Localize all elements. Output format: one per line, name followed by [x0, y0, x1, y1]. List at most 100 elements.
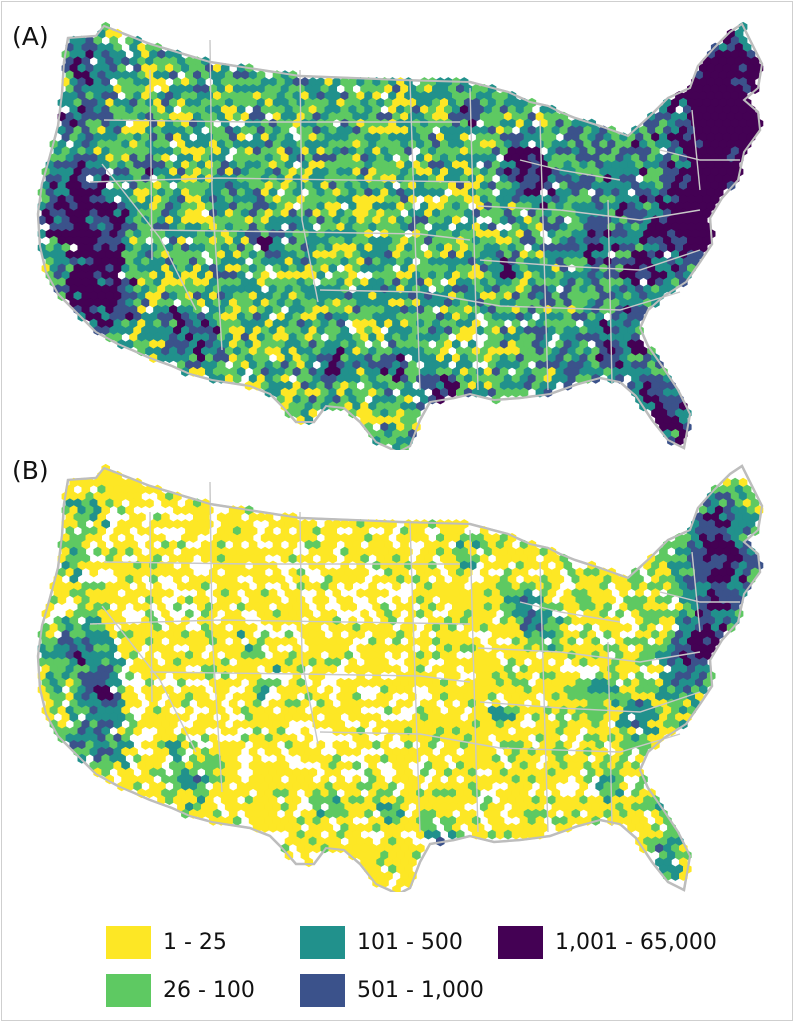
hex-cell — [380, 118, 389, 129]
hex-cell — [635, 380, 644, 391]
hex-cell — [73, 153, 83, 163]
hex-cell — [352, 97, 361, 108]
hex-cell — [93, 187, 102, 198]
hex-cell — [308, 519, 318, 529]
hex-cell — [276, 215, 286, 226]
hex-cell — [583, 318, 592, 329]
hex-cell — [563, 284, 573, 295]
hex-cell — [304, 84, 314, 94]
hex-cell — [738, 118, 748, 129]
hex-cell — [376, 208, 385, 219]
hex-cell — [101, 284, 110, 295]
hex-cell — [89, 498, 98, 509]
hex-cell — [161, 139, 170, 150]
hex-cell — [224, 111, 234, 122]
hex-cell — [348, 394, 357, 405]
hex-cell — [121, 263, 130, 274]
hex-cell — [133, 284, 142, 295]
hex-cell — [105, 153, 114, 163]
hex-cell — [348, 91, 357, 101]
hex-cell — [452, 546, 461, 557]
hex-cell — [487, 153, 497, 163]
hex-cell — [631, 222, 640, 232]
hex-cell — [408, 332, 417, 343]
hex-cell — [201, 166, 210, 177]
hex-cell — [121, 318, 130, 329]
hex-cell — [471, 346, 481, 357]
hex-cell — [256, 84, 266, 94]
hex-cell — [531, 284, 541, 295]
hex-cell — [611, 366, 620, 377]
hex-cell — [73, 222, 83, 232]
hex-cell — [368, 166, 377, 177]
hex-cell — [404, 325, 413, 336]
hex-cell — [679, 415, 688, 426]
hex-cell — [57, 208, 67, 219]
hex-cell — [730, 519, 740, 529]
hex-cell — [408, 401, 417, 412]
hex-cell — [232, 553, 242, 564]
hex-cell — [216, 539, 226, 550]
hex-cell — [436, 132, 445, 143]
hex-cell — [193, 346, 202, 357]
hex-cell — [81, 498, 91, 509]
hex-cell — [639, 249, 648, 260]
hex-cell — [324, 311, 334, 322]
hex-cell — [360, 97, 369, 108]
hex-cell — [408, 180, 417, 191]
hex-cell — [308, 201, 318, 212]
hex-cell — [627, 256, 636, 267]
hex-cell — [356, 173, 365, 184]
hex-cell — [511, 291, 521, 301]
hex-cell — [444, 256, 453, 267]
hex-cell — [85, 91, 94, 101]
hex-cell — [702, 125, 712, 136]
hex-cell — [256, 360, 266, 370]
hex-cell — [364, 187, 373, 198]
hex-cell — [376, 539, 385, 550]
hex-cell — [547, 366, 557, 377]
hex-cell — [117, 546, 126, 557]
hex-cell — [113, 56, 122, 67]
hex-cell — [388, 242, 397, 253]
hex-cell — [352, 166, 361, 177]
hex-cell — [722, 546, 732, 557]
hex-cell — [276, 339, 286, 350]
hex-cell — [368, 360, 377, 370]
hex-cell — [256, 553, 266, 564]
hex-cell — [627, 173, 636, 184]
hex-cell — [603, 229, 612, 239]
hex-cell — [722, 519, 732, 529]
hex-cell — [332, 325, 341, 336]
hex-cell — [599, 360, 608, 370]
hex-cell — [85, 201, 94, 212]
hex-cell — [734, 512, 744, 523]
hex-cell — [153, 180, 162, 191]
hex-cell — [113, 97, 122, 108]
hex-cell — [276, 284, 286, 295]
hex-cell — [595, 311, 604, 322]
hex-cell — [137, 249, 146, 260]
hex-cell — [706, 546, 716, 557]
hex-cell — [93, 35, 102, 46]
hex-grid — [37, 463, 764, 892]
hex-cell — [288, 84, 298, 94]
hex-cell — [535, 360, 545, 370]
hex-cell — [145, 139, 154, 150]
hex-cell — [639, 222, 648, 232]
hex-cell — [491, 284, 501, 295]
hex-cell — [663, 194, 672, 205]
hex-cell — [220, 311, 230, 322]
hex-cell — [248, 249, 258, 260]
hex-cell — [85, 160, 94, 170]
hex-cell — [459, 546, 469, 557]
hex-cell — [738, 35, 748, 46]
hex-cell — [615, 208, 624, 219]
hex-cell — [105, 263, 114, 274]
hex-cell — [591, 249, 600, 260]
hex-cell — [328, 180, 337, 191]
hex-cell — [336, 194, 345, 205]
hex-cell — [276, 546, 286, 557]
hex-cell — [567, 346, 577, 357]
hex-cell — [129, 567, 138, 578]
